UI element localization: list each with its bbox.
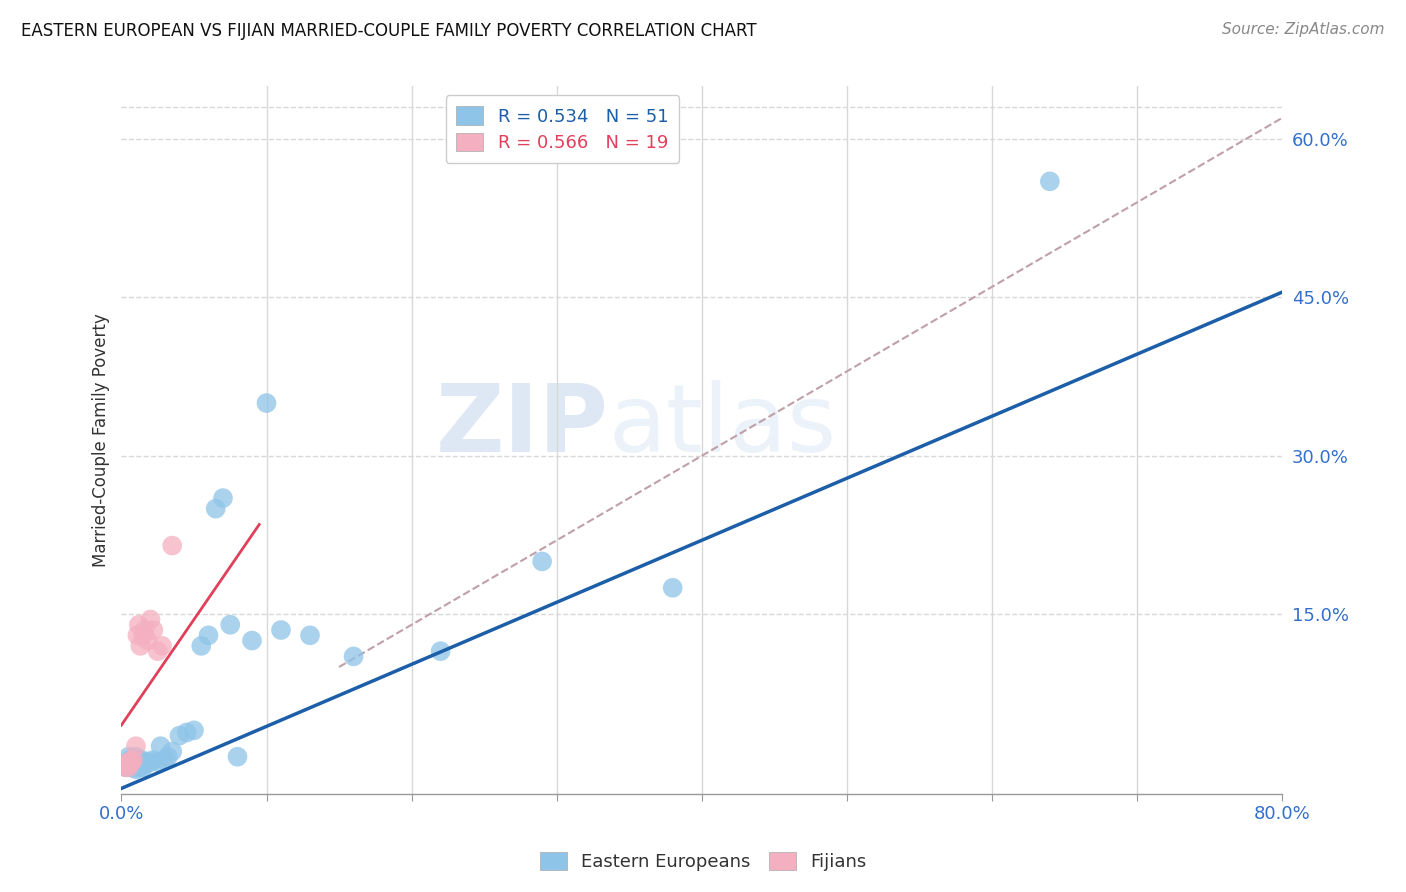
Point (1039, 174, 1062, 188)
Point (118, 755, 141, 769)
Point (128, 617, 150, 632)
Point (150, 639, 173, 653)
Point (256, 396, 278, 410)
Point (121, 755, 143, 769)
Point (146, 755, 169, 769)
Point (120, 760, 142, 774)
Point (129, 755, 152, 769)
Point (117, 760, 139, 774)
Point (531, 554, 554, 568)
Point (139, 612, 162, 626)
Point (125, 739, 148, 754)
Point (118, 755, 141, 769)
Point (136, 633, 159, 648)
Point (118, 760, 141, 774)
Point (118, 749, 141, 764)
Point (125, 763, 148, 777)
Point (117, 757, 139, 772)
Point (169, 729, 191, 743)
Point (139, 755, 162, 769)
Point (129, 639, 152, 653)
Point (127, 760, 149, 774)
Point (134, 623, 156, 637)
Point (142, 623, 165, 637)
Point (132, 760, 155, 774)
Point (125, 755, 148, 769)
Point (299, 628, 322, 642)
Point (183, 723, 205, 738)
Point (197, 628, 219, 642)
Point (114, 760, 136, 774)
Point (122, 753, 145, 767)
Point (156, 749, 179, 764)
Point (226, 749, 249, 764)
Point (118, 760, 141, 774)
Point (125, 760, 148, 774)
Point (160, 744, 183, 758)
Point (131, 753, 153, 767)
Point (153, 753, 176, 767)
Point (661, 581, 683, 595)
Text: Source: ZipAtlas.com: Source: ZipAtlas.com (1222, 22, 1385, 37)
Point (270, 623, 292, 637)
Point (121, 760, 143, 774)
Point (160, 539, 183, 553)
Point (212, 491, 235, 505)
Point (114, 760, 136, 774)
Point (125, 749, 148, 764)
Point (429, 644, 451, 658)
Point (127, 753, 149, 767)
Y-axis label: Married-Couple Family Poverty: Married-Couple Family Poverty (93, 313, 110, 567)
Point (342, 649, 364, 664)
Point (219, 617, 242, 632)
Point (135, 757, 157, 772)
Point (127, 628, 149, 642)
Point (142, 753, 165, 767)
Point (132, 628, 155, 642)
Text: EASTERN EUROPEAN VS FIJIAN MARRIED-COUPLE FAMILY POVERTY CORRELATION CHART: EASTERN EUROPEAN VS FIJIAN MARRIED-COUPL… (21, 22, 756, 40)
Text: ZIP: ZIP (436, 380, 609, 472)
Text: atlas: atlas (609, 380, 837, 472)
Legend: R = 0.534   N = 51, R = 0.566   N = 19: R = 0.534 N = 51, R = 0.566 N = 19 (446, 95, 679, 163)
Point (122, 755, 145, 769)
Legend: Eastern Europeans, Fijians: Eastern Europeans, Fijians (533, 845, 873, 879)
Point (128, 757, 150, 772)
Point (124, 757, 146, 772)
Point (129, 760, 152, 774)
Point (146, 644, 169, 658)
Point (121, 755, 143, 769)
Point (132, 757, 155, 772)
Point (122, 760, 145, 774)
Point (176, 725, 198, 739)
Point (190, 639, 212, 653)
Point (120, 753, 142, 767)
Point (134, 755, 156, 769)
Point (240, 633, 263, 648)
Point (204, 501, 226, 516)
Point (149, 739, 172, 754)
Point (120, 755, 142, 769)
